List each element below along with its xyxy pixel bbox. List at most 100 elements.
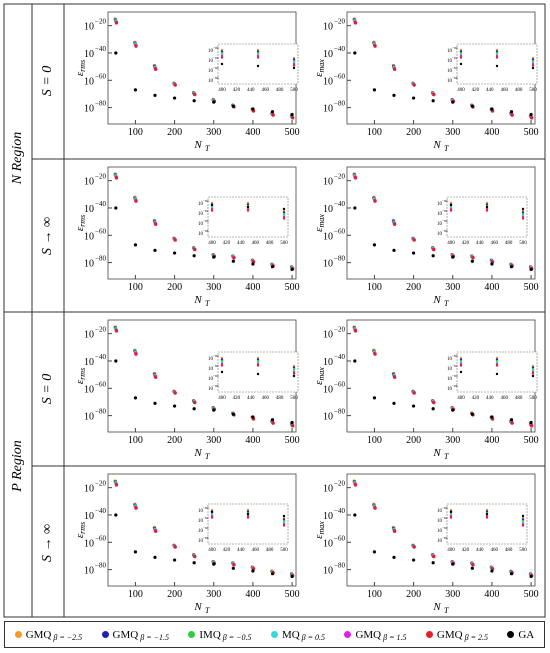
data-point-ga [490,107,494,111]
inset-x-tick: 440 [476,548,484,553]
inset-y-exp: −84 [442,219,448,223]
data-point [153,375,158,380]
legend-item: GMQ β = −1.5 [101,629,169,642]
region-label: N Region [10,132,25,186]
y-tick-exponent: −20 [95,18,106,26]
y-tick-label: 10 [323,204,333,215]
x-tick-label: 300 [445,127,460,138]
y-tick-exponent: −60 [95,534,106,542]
data-point-ga [270,418,275,422]
data-point-ga [451,562,455,566]
s-label: S → ∞ [40,217,55,255]
x-axis-label-sub: T [444,144,449,153]
data-point [392,67,397,72]
y-tick-exponent: −20 [95,173,106,181]
y-axis-label: εrms [74,215,87,231]
y-tick-label: 10 [323,357,333,368]
x-tick-label: 100 [128,127,143,138]
inset-y-exp: −80 [203,199,209,203]
data-point-ga [114,206,118,210]
inset-x-tick: 400 [218,396,226,401]
inset-y-tick: 10 [198,539,204,544]
inset-point-ga [282,514,286,518]
x-tick-label: 400 [245,127,260,138]
y-tick-exponent: −60 [95,72,106,80]
y-tick-label: 10 [84,330,94,341]
inset-y-exp: −80 [452,354,458,358]
data-point [510,421,514,425]
data-point-ga [114,513,118,517]
y-tick-label: 10 [323,231,333,242]
s-label: S = 0 [40,66,55,96]
inset-x-tick: 420 [462,548,470,553]
plot-frame [346,166,536,280]
x-tick-label: 300 [206,435,221,446]
plot-frame [346,473,536,587]
inset-y-exp: −84 [203,526,209,530]
inset-point [210,209,214,212]
inset-point [449,516,453,519]
data-point [373,352,377,356]
x-tick-label: 300 [445,435,460,446]
inset-x-tick: 440 [247,88,255,93]
data-point-ga [114,359,118,363]
x-tick-label: 400 [484,589,499,600]
inset-x-tick: 440 [237,241,245,246]
legend-item: IMQ β = −0.5 [188,629,252,642]
inset-point [246,516,250,519]
y-tick-label: 10 [323,104,333,115]
y-tick-label: 10 [84,104,94,115]
inset-y-exp: −82 [452,364,458,368]
x-tick-label: 500 [524,127,539,138]
data-point-ga [353,513,357,517]
inset-point-ga [521,207,525,211]
inset-point-ga [459,370,463,374]
x-tick-label: 400 [484,127,499,138]
data-point [153,529,158,534]
data-point-ga [114,51,118,55]
data-point [193,554,197,559]
data-point-ga [431,254,435,258]
data-point [412,391,416,395]
legend-name: GA [518,628,535,641]
data-point-ga [251,262,255,266]
data-point-ga [212,100,216,104]
x-tick-label: 100 [128,435,143,446]
data-point [471,563,475,567]
inset-point [210,516,214,519]
inset-x-tick: 480 [266,241,274,246]
inset-y-tick: 10 [437,509,443,514]
inset-point [449,209,453,212]
data-point-ga [153,248,157,252]
y-tick-exponent: −60 [334,534,345,542]
x-tick-label: 100 [367,435,382,446]
x-tick-label: 300 [445,282,460,293]
x-tick-label: 500 [285,127,300,138]
x-tick-label: 200 [167,127,182,138]
inset-point-ga [210,510,214,514]
inset-y-tick: 10 [437,539,443,544]
inset-x-tick: 500 [519,241,527,246]
data-point-ga [509,572,514,576]
inset-x-tick: 420 [233,396,241,401]
inset-y-tick: 10 [198,202,204,207]
y-axis-label: εrms [74,522,87,538]
inset-y-tick: 10 [447,387,453,392]
legend-name: GMQ [25,628,52,641]
inset-x-tick: 460 [251,548,259,553]
data-point-ga [251,107,255,111]
data-point [134,44,138,48]
data-point-ga [509,110,514,114]
data-point [232,563,236,567]
inset-point-ga [485,205,489,209]
y-tick-exponent: −80 [334,408,345,416]
data-point-ga [490,569,494,573]
inset-point-ga [495,64,499,68]
inset-x-tick: 500 [280,241,288,246]
s-label: S = 0 [40,374,55,404]
inset-x-tick: 500 [290,88,298,93]
data-point-ga [509,418,514,422]
